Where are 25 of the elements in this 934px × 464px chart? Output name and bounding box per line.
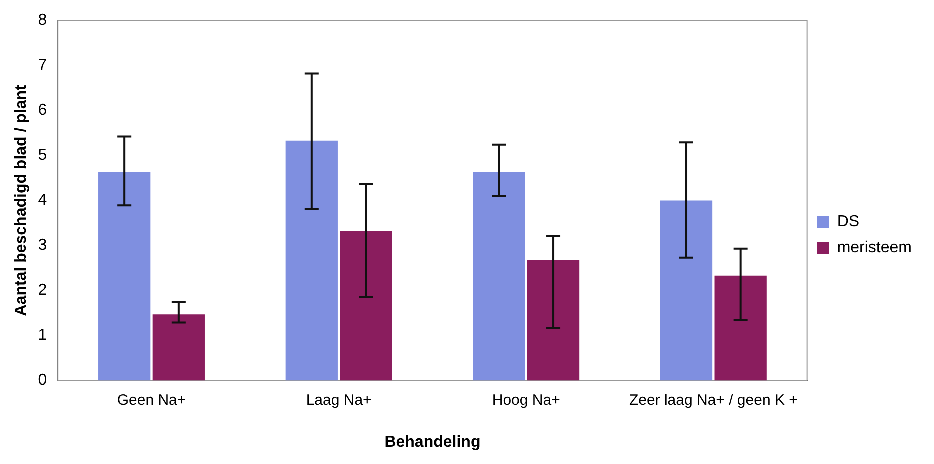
bar [98,172,151,381]
bar [152,314,205,381]
y-tick-label: 6 [38,102,48,120]
x-axis-title: Behandeling [384,434,481,451]
y-axis-title: Aantal beschadigd blad / plant [13,84,30,316]
bar [660,200,713,381]
legend-label: meristeem [837,239,912,256]
bar [473,172,526,381]
x-tick-label: Zeer laag Na+ / geen K + [629,392,798,409]
bar [527,260,580,381]
legend-label: DS [837,213,860,230]
x-tick-label: Laag Na+ [306,392,372,409]
bar [714,276,767,381]
y-tick-label: 8 [38,12,48,30]
y-tick-label: 4 [38,192,48,210]
y-tick-label: 2 [38,282,48,300]
x-tick-label: Hoog Na+ [492,392,561,409]
bar [340,231,392,381]
y-tick-label: 1 [38,327,48,344]
y-tick-label: 5 [38,147,48,164]
y-tick-label: 0 [38,372,48,390]
y-tick-label: 7 [38,57,48,74]
bar [286,140,338,381]
y-tick-label: 3 [38,237,48,254]
x-tick-label: Geen Na+ [117,392,186,409]
